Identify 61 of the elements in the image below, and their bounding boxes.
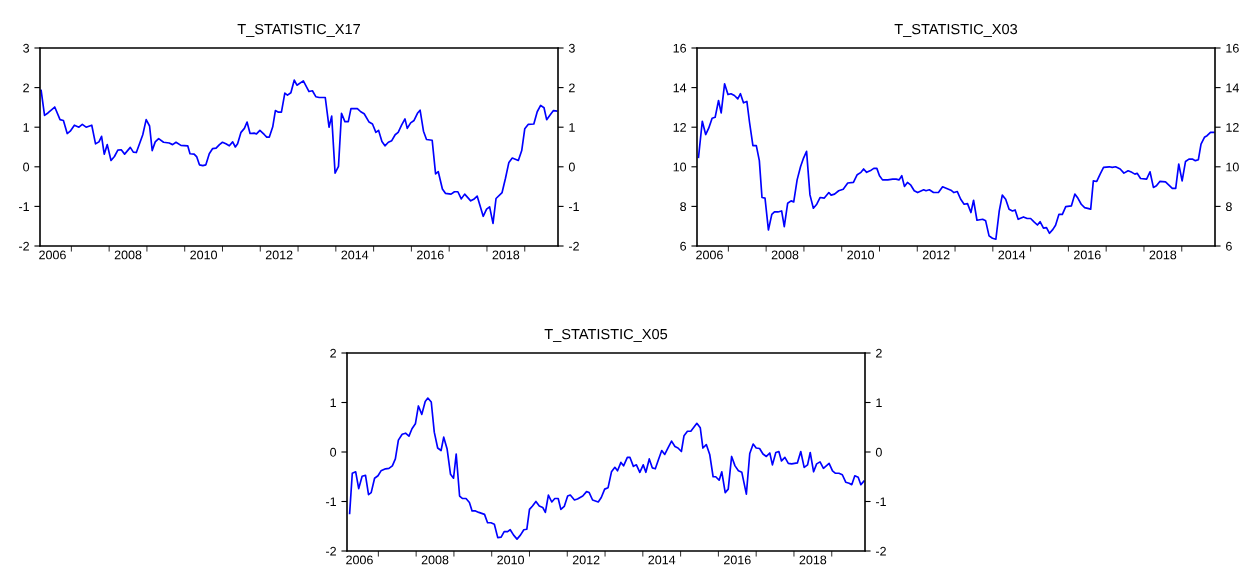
line-series <box>348 397 865 540</box>
x-tick-label: 2014 <box>998 250 1026 260</box>
x-tick-label: 2006 <box>39 250 66 260</box>
y-tick-label: 14 <box>673 83 687 93</box>
chart-title: T_STATISTIC_X17 <box>237 23 360 38</box>
x-tick-label: 2006 <box>696 250 723 260</box>
y-tick-label: 12 <box>673 123 686 132</box>
y2-tick-label: 12 <box>1226 123 1239 132</box>
x-tick-label: 2018 <box>1149 250 1177 260</box>
x-tick-label: 2012 <box>922 250 950 260</box>
y2-tick-label: 3 <box>568 43 575 53</box>
x-tick-label: 2018 <box>492 250 520 260</box>
y2-tick-label: 0 <box>875 447 882 457</box>
y2-tick-label: -2 <box>875 546 886 556</box>
line-series <box>697 83 1215 241</box>
y-tick-label: 6 <box>680 241 687 251</box>
x-tick-label: 2010 <box>847 250 875 260</box>
y2-tick-label: -2 <box>568 241 579 251</box>
y-tick-label: 8 <box>680 202 687 212</box>
y-tick-label: -2 <box>326 546 336 556</box>
y2-tick-label: -1 <box>568 202 579 211</box>
y2-tick-label: 6 <box>1226 241 1232 251</box>
y2-tick-label: 1 <box>876 398 882 408</box>
y-tick-label: 2 <box>330 348 336 358</box>
y-tick-label: 3 <box>23 43 30 53</box>
y2-tick-label: 8 <box>1225 202 1232 212</box>
y-tick-label: -2 <box>19 241 29 251</box>
y2-tick-label: 16 <box>1226 43 1239 53</box>
y-tick-label: 10 <box>673 162 687 172</box>
x-tick-label: 2016 <box>724 555 751 565</box>
y-tick-label: 0 <box>23 162 30 172</box>
x-tick-label: 2016 <box>1074 250 1101 260</box>
y2-tick-label: 0 <box>568 162 575 172</box>
y2-tick-label: -1 <box>875 497 886 507</box>
x-tick-label: 2008 <box>114 250 142 260</box>
y2-tick-label: 14 <box>1226 83 1239 93</box>
chart-title: T_STATISTIC_X03 <box>894 23 1018 38</box>
x-tick-label: 2012 <box>572 555 600 565</box>
x-tick-label: 2008 <box>771 250 799 260</box>
x-tick-label: 2018 <box>799 555 827 565</box>
y2-tick-label: 2 <box>569 83 575 93</box>
y2-tick-label: 10 <box>1226 162 1239 172</box>
y-tick-label: 16 <box>673 43 687 53</box>
y2-tick-label: 1 <box>569 123 575 132</box>
y2-tick-label: 2 <box>876 348 882 358</box>
x-tick-label: 2012 <box>265 250 293 260</box>
x-tick-label: 2014 <box>648 555 676 565</box>
x-tick-label: 2008 <box>421 555 449 565</box>
y-tick-label: 2 <box>23 83 29 93</box>
y-tick-label: 1 <box>330 398 336 408</box>
y-tick-label: 0 <box>330 447 337 457</box>
x-tick-label: 2016 <box>417 250 444 260</box>
line-series <box>40 79 558 225</box>
x-tick-label: 2006 <box>346 555 373 565</box>
y-tick-label: -1 <box>326 497 336 507</box>
y-tick-label: 1 <box>23 123 29 132</box>
x-tick-label: 2010 <box>497 555 525 565</box>
x-tick-label: 2010 <box>190 250 218 260</box>
x-tick-label: 2014 <box>341 250 369 260</box>
y-tick-label: -1 <box>19 202 29 211</box>
chart-title: T_STATISTIC_X05 <box>544 328 668 343</box>
